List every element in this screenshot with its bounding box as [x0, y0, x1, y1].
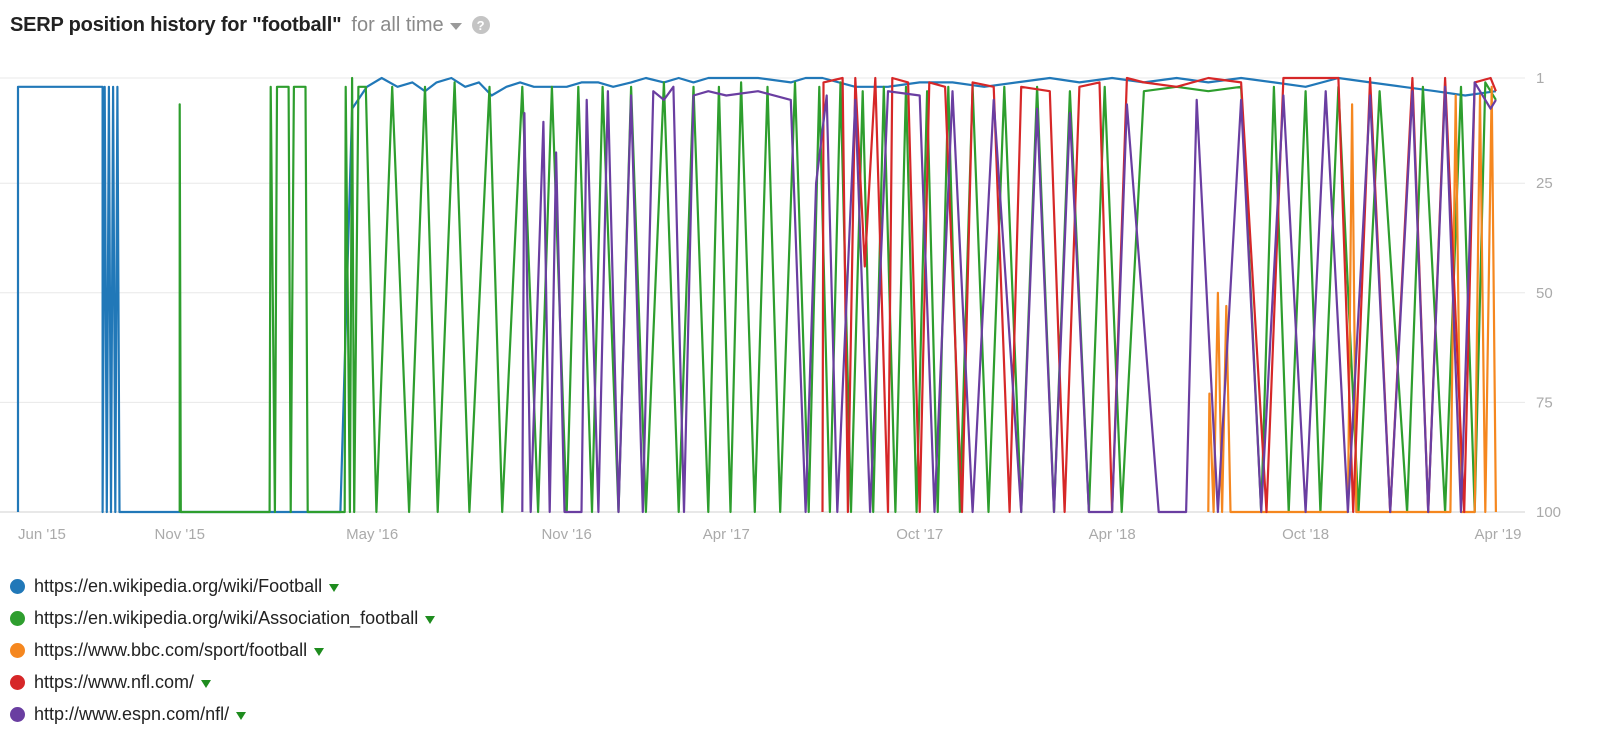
series-line-association-football[interactable] — [178, 76, 1497, 514]
legend-item-association-football[interactable]: https://en.wikipedia.org/wiki/Associatio… — [10, 602, 710, 634]
x-tick-label: Apr '18 — [1089, 526, 1136, 543]
legend-label: https://www.nfl.com/ — [34, 671, 195, 692]
x-axis: Jun '15 Nov '15 May '16 Nov '16 Apr '17 Oct '… — [18, 526, 1522, 543]
x-tick-label: May '16 — [346, 526, 398, 543]
chart-header: SERP position history for "football" for… — [10, 12, 490, 38]
legend-label: https://en.wikipedia.org/wiki/Associatio… — [34, 607, 419, 628]
grid-lines — [0, 77, 1525, 513]
help-icon[interactable]: ? — [471, 16, 490, 34]
caret-down-icon[interactable] — [201, 679, 212, 688]
caret-down-icon[interactable] — [236, 711, 247, 720]
x-tick-label: Oct '17 — [896, 526, 943, 543]
legend-dot-icon — [10, 610, 25, 626]
x-tick-label: Oct '18 — [1282, 526, 1329, 543]
x-tick-label: Nov '15 — [155, 526, 205, 543]
y-tick-label: 50 — [1536, 285, 1553, 302]
caret-down-icon[interactable] — [314, 647, 325, 656]
y-tick-label: 25 — [1536, 175, 1553, 192]
caret-down-icon[interactable] — [329, 583, 340, 592]
legend-item-nfl[interactable]: https://www.nfl.com/ — [10, 666, 710, 698]
series-line-bbc[interactable] — [1207, 85, 1497, 514]
chart-legend: https://en.wikipedia.org/wiki/Football h… — [10, 570, 710, 730]
y-tick-label: 75 — [1536, 394, 1553, 411]
series-line-nfl[interactable] — [821, 76, 1497, 514]
y-tick-label: 100 — [1536, 504, 1561, 521]
series-line-wikipedia-football[interactable] — [16, 76, 1497, 514]
legend-label: https://en.wikipedia.org/wiki/Football — [34, 575, 323, 596]
legend-label: http://www.espn.com/nfl/ — [34, 703, 230, 724]
caret-down-icon — [449, 22, 462, 30]
legend-label: https://www.bbc.com/sport/football — [34, 639, 308, 660]
legend-item-wikipedia-football[interactable]: https://en.wikipedia.org/wiki/Football — [10, 570, 710, 602]
legend-dot-icon — [10, 706, 25, 722]
legend-dot-icon — [10, 642, 25, 658]
x-tick-label: Jun '15 — [18, 526, 66, 543]
y-tick-label: 1 — [1536, 70, 1544, 87]
period-label: for all time — [351, 13, 444, 36]
serp-position-chart: 1 25 50 75 100 Jun '15 Nov '15 May '16 Nov '16 A… — [0, 70, 1561, 543]
x-tick-label: Apr '17 — [703, 526, 750, 543]
legend-dot-icon — [10, 674, 25, 690]
legend-dot-icon — [10, 578, 25, 594]
legend-item-espn[interactable]: http://www.espn.com/nfl/ — [10, 698, 710, 730]
period-dropdown[interactable]: for all time — [351, 13, 462, 37]
legend-item-bbc[interactable]: https://www.bbc.com/sport/football — [10, 634, 710, 666]
caret-down-icon[interactable] — [425, 615, 436, 624]
series-line-espn[interactable] — [521, 81, 1497, 514]
chart-title: SERP position history for "football" — [10, 13, 342, 36]
y-axis: 1 25 50 75 100 — [1536, 70, 1561, 521]
series-lines — [16, 76, 1497, 514]
x-tick-label: Nov '16 — [541, 526, 591, 543]
x-tick-label: Apr '19 — [1474, 526, 1521, 543]
